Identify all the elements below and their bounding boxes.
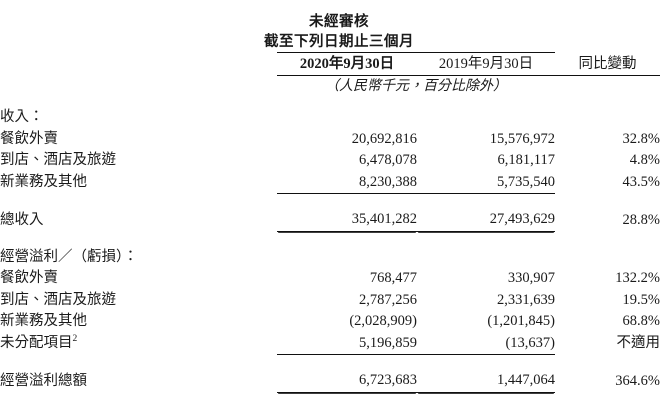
cell-2019: 5,735,540: [497, 173, 555, 190]
rule-2020: [277, 354, 417, 370]
cell-delta: 132.2%: [615, 270, 660, 286]
unit-note: （人民幣千元，百分比除外）: [325, 79, 507, 94]
table-row: 新業務及其他 8,230,388 5,735,540 43.5%: [0, 172, 660, 194]
cell-delta: 不適用: [616, 335, 660, 351]
total-label: 總收入: [0, 211, 44, 228]
cell-2019: 330,907: [507, 270, 555, 286]
subtotal-rule-row: [0, 354, 660, 370]
financial-table: 2020年9月30日 2019年9月30日 同比變動 （人民幣千元，百分比除外）…: [0, 52, 660, 393]
title-unaudited: 未經審核: [309, 14, 369, 30]
row-label: 新業務及其他: [0, 313, 87, 329]
total-row-operating-profit: 經營溢利總額 6,723,683 1,447,064 364.6%: [0, 370, 660, 393]
total-delta: 364.6%: [615, 372, 660, 389]
cell-delta: 43.5%: [622, 174, 660, 190]
cell-2020: 768,477: [369, 270, 417, 286]
total-2019: 1,447,064: [417, 370, 555, 393]
rule-2020: [277, 193, 417, 209]
total-row-revenue: 總收入 35,401,282 27,493,629 28.8%: [0, 209, 660, 232]
unit-spacer-right: [555, 76, 660, 98]
table-row: 到店、酒店及旅遊 2,787,256 2,331,639 19.5%: [0, 290, 660, 312]
table-row: 餐飲外賣 768,477 330,907 132.2%: [0, 268, 660, 290]
cell-2020: (2,028,909): [349, 313, 417, 329]
section-heading-revenue-row: 收入：: [0, 107, 660, 129]
total-2020: 6,723,683: [277, 370, 417, 393]
spacer: [0, 97, 660, 107]
cell-2020: 6,478,078: [359, 152, 417, 168]
column-header-delta: 同比變動: [555, 52, 660, 76]
table-title-block: 未經審核 截至下列日期止三個月: [0, 0, 660, 52]
total-label: 經營溢利總額: [0, 372, 87, 389]
cell-2019: 2,331,639: [497, 291, 555, 308]
cell-2020: 20,692,816: [351, 130, 417, 147]
cell-delta: 4.8%: [629, 152, 660, 168]
row-label: 新業務及其他: [0, 174, 87, 190]
unit-spacer: [0, 76, 277, 98]
table-row: 未分配項目2 5,196,859 (13,637) 不適用: [0, 333, 660, 355]
section-heading-operating-profit: 經營溢利／（虧損）：: [0, 248, 138, 265]
header-spacer: [0, 53, 277, 76]
row-label: 到店、酒店及旅遊: [0, 291, 116, 308]
table-row: 到店、酒店及旅遊 6,478,078 6,181,117 4.8%: [0, 150, 660, 172]
rule-2019: [417, 354, 555, 370]
section-heading-revenue: 收入：: [0, 109, 44, 125]
cell-delta: 19.5%: [622, 291, 660, 308]
cell-2019: (1,201,845): [487, 313, 555, 329]
row-label: 餐飲外賣: [0, 130, 58, 147]
table-row: 餐飲外賣 20,692,816 15,576,972 32.8%: [0, 129, 660, 151]
total-delta: 28.8%: [622, 211, 660, 228]
cell-2019: 15,576,972: [489, 130, 555, 147]
cell-2019: 6,181,117: [497, 152, 555, 168]
column-header-2020: 2020年9月30日: [277, 52, 417, 76]
total-2019: 27,493,629: [417, 209, 555, 232]
row-label-text: 未分配項目: [0, 335, 73, 351]
cell-delta: 32.8%: [622, 130, 660, 147]
table-header-row: 2020年9月30日 2019年9月30日 同比變動: [0, 52, 660, 76]
cell-2020: 5,196,859: [359, 334, 417, 351]
section-heading-operating-profit-row: 經營溢利／（虧損）：: [0, 247, 660, 269]
total-2020: 35,401,282: [277, 209, 417, 232]
footnote-marker: 2: [72, 334, 78, 345]
row-label: 餐飲外賣: [0, 270, 58, 286]
unit-note-row: （人民幣千元，百分比除外）: [0, 76, 660, 98]
spacer: [0, 231, 660, 247]
cell-2020: 2,787,256: [359, 291, 417, 308]
subtotal-rule-row: [0, 193, 660, 209]
title-period: 截至下列日期止三個月: [264, 34, 414, 50]
rule-2019: [417, 193, 555, 209]
row-label-unallocated: 未分配項目2: [0, 333, 277, 355]
table-row: 新業務及其他 (2,028,909) (1,201,845) 68.8%: [0, 311, 660, 333]
column-header-2019: 2019年9月30日: [417, 52, 555, 76]
row-label: 到店、酒店及旅遊: [0, 152, 116, 168]
cell-2019: (13,637): [505, 334, 555, 351]
cell-delta: 68.8%: [622, 313, 660, 329]
cell-2020: 8,230,388: [359, 173, 417, 190]
